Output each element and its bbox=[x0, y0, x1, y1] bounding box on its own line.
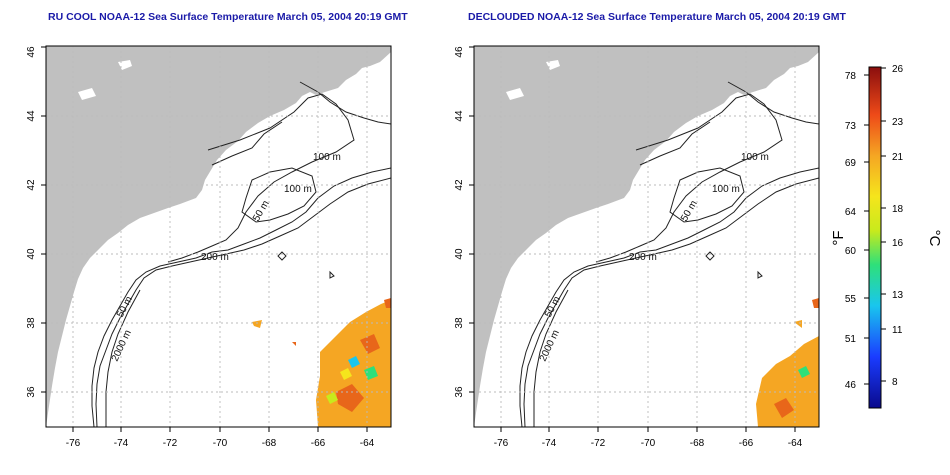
y-tick-label: 38 bbox=[26, 317, 37, 329]
x-tick-label: -70 bbox=[213, 438, 228, 449]
lake bbox=[506, 60, 588, 238]
x-tick-label: -72 bbox=[163, 438, 178, 449]
left-map-panel: 100 m 100 m 50 m 200 m 50 m 2000 m -76 -… bbox=[26, 45, 392, 449]
colorbar-f-tick-label: 46 bbox=[845, 380, 857, 391]
right-map-title: DECLOUDED NOAA-12 Sea Surface Temperatur… bbox=[468, 11, 846, 23]
land-mass bbox=[474, 46, 819, 427]
left-map-title: RU COOL NOAA-12 Sea Surface Temperature … bbox=[48, 11, 408, 23]
contour-label: 100 m bbox=[741, 152, 769, 163]
x-tick-label: -72 bbox=[591, 438, 606, 449]
sst-coverage bbox=[756, 298, 819, 427]
colorbar-f-ticks bbox=[864, 74, 869, 385]
colorbar-c-tick-label: 18 bbox=[892, 204, 904, 215]
x-tick-label: -64 bbox=[360, 438, 375, 449]
colorbar-f-tick-label: 73 bbox=[845, 121, 857, 132]
x-tick-label: -68 bbox=[690, 438, 705, 449]
y-tick-label: 36 bbox=[454, 386, 465, 398]
x-tick-label: -64 bbox=[788, 438, 803, 449]
map-frame bbox=[45, 45, 392, 428]
colorbar-c-tick-label: 21 bbox=[892, 152, 904, 163]
colorbar-c-ticks bbox=[881, 67, 886, 382]
y-tick-label: 44 bbox=[26, 110, 37, 122]
graticule bbox=[474, 46, 819, 427]
y-tick-label: 46 bbox=[26, 46, 37, 58]
right-map-panel: 100 m 100 m 50 m 200 m 50 m 2000 m -76 -… bbox=[454, 45, 820, 449]
fahrenheit-unit-label: °F bbox=[830, 230, 847, 245]
graticule bbox=[46, 46, 391, 427]
colorbar-f-tick-label: 78 bbox=[845, 71, 857, 82]
colorbar-f-tick-label: 55 bbox=[845, 294, 857, 305]
contour-label: 100 m bbox=[284, 184, 312, 195]
bathymetry-contours bbox=[519, 81, 819, 427]
contour-label: 100 m bbox=[712, 184, 740, 195]
colorbar-c-tick-label: 16 bbox=[892, 238, 904, 249]
sst-coverage bbox=[252, 298, 391, 427]
colorbar-f-tick-label: 69 bbox=[845, 158, 857, 169]
x-tick-label: -66 bbox=[739, 438, 754, 449]
colorbar-c-tick-label: 8 bbox=[892, 377, 898, 388]
y-tick-label: 42 bbox=[26, 179, 37, 191]
contour-label: 200 m bbox=[201, 252, 229, 263]
contour-label: 100 m bbox=[313, 152, 341, 163]
colorbar-f-tick-label: 60 bbox=[845, 246, 857, 257]
x-tick-label: -66 bbox=[311, 438, 326, 449]
y-tick-label: 38 bbox=[454, 317, 465, 329]
contour-label: 200 m bbox=[629, 252, 657, 263]
x-tick-label: -68 bbox=[262, 438, 277, 449]
y-axis-ticks bbox=[41, 46, 46, 393]
x-tick-label: -74 bbox=[114, 438, 129, 449]
celsius-unit-label: °C bbox=[926, 230, 943, 247]
x-tick-label: -70 bbox=[641, 438, 656, 449]
x-tick-label: -76 bbox=[66, 438, 81, 449]
y-tick-label: 40 bbox=[454, 248, 465, 260]
y-tick-label: 42 bbox=[454, 179, 465, 191]
colorbar-c-tick-label: 11 bbox=[892, 325, 903, 336]
x-tick-label: -76 bbox=[494, 438, 509, 449]
colorbar-c-tick-label: 26 bbox=[892, 64, 904, 75]
y-tick-label: 36 bbox=[26, 386, 37, 398]
y-tick-label: 44 bbox=[454, 110, 465, 122]
x-tick-label: -74 bbox=[542, 438, 557, 449]
colorbar-f-tick-label: 51 bbox=[845, 334, 857, 345]
x-axis-ticks bbox=[72, 427, 368, 432]
y-tick-label: 40 bbox=[26, 248, 37, 260]
colorbar-gradient bbox=[868, 66, 882, 409]
colorbar-c-tick-label: 23 bbox=[892, 117, 904, 128]
map-frame bbox=[473, 45, 820, 428]
x-axis-ticks bbox=[500, 427, 796, 432]
y-axis-ticks bbox=[469, 46, 474, 393]
land-mass bbox=[46, 46, 391, 427]
colorbar-f-tick-label: 64 bbox=[845, 207, 857, 218]
lake bbox=[78, 60, 160, 238]
colorbar-c-tick-label: 13 bbox=[892, 290, 904, 301]
colorbar: 46 51 55 60 64 69 73 78 8 11 13 16 18 21… bbox=[830, 64, 943, 409]
y-tick-label: 46 bbox=[454, 46, 465, 58]
